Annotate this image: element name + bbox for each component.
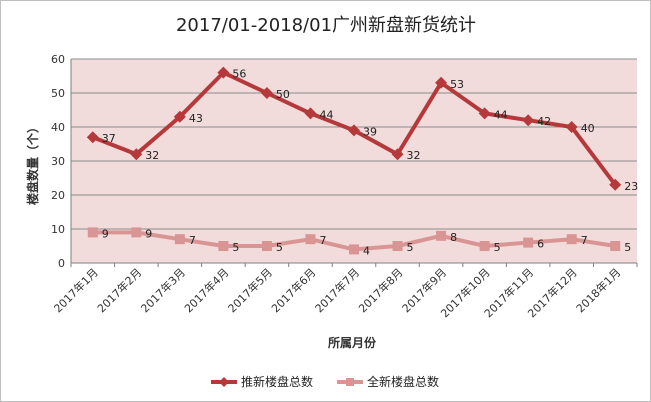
y-tick-label: 20 [51, 189, 65, 202]
y-tick-label: 10 [51, 223, 65, 236]
data-label: 44 [319, 108, 333, 121]
chart-title: 2017/01-2018/01广州新盘新货统计 [176, 15, 476, 36]
data-point [130, 148, 143, 161]
x-tick-label: 2017年2月 [94, 265, 144, 315]
data-label: 5 [494, 241, 501, 254]
data-point [391, 148, 404, 161]
data-point [523, 237, 534, 248]
data-label: 32 [145, 149, 159, 162]
data-label: 56 [232, 68, 246, 81]
legend-label: 推新楼盘总数 [241, 374, 313, 389]
x-tick-label: 2017年3月 [138, 265, 188, 315]
data-point [392, 241, 403, 251]
data-point [131, 227, 142, 238]
data-label: 5 [624, 241, 631, 254]
data-label: 7 [581, 234, 588, 247]
legend-label: 全新楼盘总数 [367, 374, 439, 389]
data-point [261, 241, 272, 251]
y-tick-label: 60 [51, 53, 65, 66]
data-label: 7 [319, 234, 326, 247]
y-tick-label: 40 [51, 121, 65, 134]
data-label: 9 [102, 227, 109, 240]
x-tick-label: 2017年7月 [312, 265, 362, 315]
data-label: 42 [537, 115, 551, 128]
data-point [436, 230, 447, 241]
data-label: 43 [189, 112, 203, 125]
data-point [349, 244, 359, 255]
x-tick-label: 2017年6月 [268, 265, 318, 315]
data-label: 5 [232, 241, 239, 254]
data-label: 50 [276, 88, 290, 101]
data-point [86, 131, 99, 144]
data-label: 5 [407, 241, 414, 254]
legend: 推新楼盘总数 全新楼盘总数 [211, 374, 439, 389]
data-label: 32 [407, 149, 421, 162]
y-tick-label: 30 [51, 155, 65, 168]
y-axis-title: 楼盘数量（个） [25, 121, 40, 205]
data-point [304, 107, 317, 120]
data-point [260, 87, 273, 99]
data-point [566, 234, 577, 245]
data-label: 53 [450, 78, 464, 91]
plot-area: 0 10 20 30 40 50 60 2017年1月2017年2月2017年3月2017年4… [51, 53, 639, 320]
data-point [305, 234, 316, 245]
data-label: 44 [494, 108, 508, 121]
x-tick-label: 2018年1月 [573, 265, 623, 315]
data-label: 7 [189, 234, 196, 247]
data-point [522, 114, 535, 127]
data-label: 9 [145, 227, 152, 240]
data-point [609, 178, 622, 191]
data-label: 8 [450, 231, 457, 244]
x-tick-label: 2017年8月 [355, 265, 405, 315]
legend-swatch-marker [219, 377, 229, 387]
y-tick-label: 0 [58, 257, 65, 270]
data-label: 6 [537, 238, 544, 251]
data-point [218, 241, 229, 251]
data-point [217, 66, 230, 79]
x-tick-label: 2017年4月 [181, 265, 231, 315]
data-label: 39 [363, 125, 377, 138]
data-point [478, 107, 491, 120]
data-label: 5 [276, 241, 283, 254]
data-label: 23 [624, 180, 638, 193]
data-point [435, 76, 448, 89]
legend-swatch-marker [346, 378, 354, 386]
data-label: 4 [363, 244, 370, 257]
y-tick-label: 50 [51, 87, 65, 100]
data-point [174, 234, 185, 245]
data-label: 40 [581, 122, 595, 135]
x-tick-label: 2017年5月 [225, 265, 275, 315]
data-label: 37 [102, 132, 116, 145]
data-point [565, 121, 578, 133]
data-point [87, 227, 98, 238]
x-tick-label: 2017年1月 [51, 265, 101, 315]
data-point [610, 241, 621, 251]
data-point [348, 124, 360, 137]
data-point [479, 241, 490, 251]
x-axis-title: 所属月份 [328, 335, 377, 350]
data-point [173, 110, 186, 123]
